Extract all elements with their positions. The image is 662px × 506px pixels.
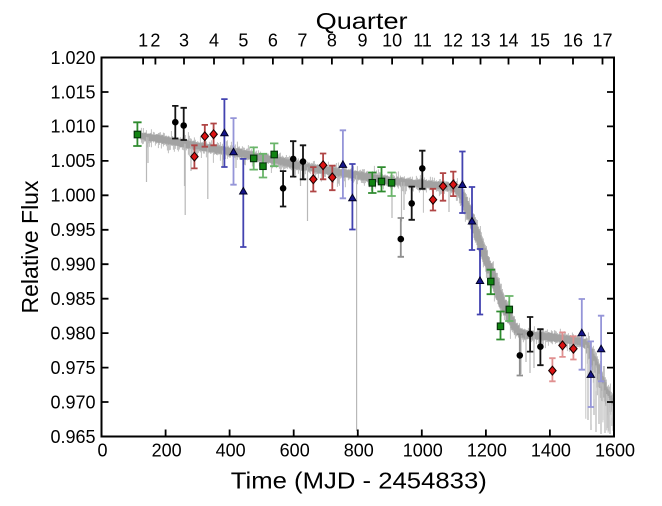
svg-text:5: 5 [238, 31, 248, 51]
svg-text:2: 2 [150, 31, 160, 51]
svg-text:1.010: 1.010 [50, 117, 95, 137]
svg-text:200: 200 [152, 441, 182, 461]
svg-text:Quarter: Quarter [316, 8, 408, 34]
svg-text:13: 13 [470, 31, 490, 51]
svg-text:1200: 1200 [467, 441, 507, 461]
svg-text:0.990: 0.990 [50, 255, 95, 275]
svg-text:800: 800 [344, 441, 374, 461]
svg-text:9: 9 [357, 31, 367, 51]
svg-text:0.970: 0.970 [50, 392, 95, 412]
svg-text:1.000: 1.000 [50, 186, 95, 206]
svg-text:1.015: 1.015 [50, 82, 95, 102]
svg-text:8: 8 [327, 31, 337, 51]
svg-text:1.005: 1.005 [50, 151, 95, 171]
svg-text:600: 600 [280, 441, 310, 461]
svg-text:0.980: 0.980 [50, 323, 95, 343]
svg-text:Time (MJD - 2454833): Time (MJD - 2454833) [231, 468, 487, 494]
svg-text:1600: 1600 [595, 441, 635, 461]
svg-text:1000: 1000 [403, 441, 443, 461]
svg-text:0.985: 0.985 [50, 289, 95, 309]
svg-text:14: 14 [498, 31, 518, 51]
svg-text:Relative Flux: Relative Flux [17, 180, 43, 313]
svg-text:400: 400 [216, 441, 246, 461]
svg-text:12: 12 [443, 31, 463, 51]
svg-text:3: 3 [179, 31, 189, 51]
svg-text:15: 15 [530, 31, 550, 51]
svg-text:0.975: 0.975 [50, 358, 95, 378]
svg-text:0.995: 0.995 [50, 220, 95, 240]
svg-text:11: 11 [413, 31, 432, 51]
svg-text:4: 4 [209, 31, 219, 51]
svg-text:1: 1 [138, 31, 148, 51]
svg-text:0.965: 0.965 [50, 427, 95, 447]
svg-text:6: 6 [268, 31, 278, 51]
svg-text:16: 16 [563, 31, 583, 51]
svg-text:17: 17 [592, 31, 612, 51]
svg-text:1400: 1400 [531, 441, 571, 461]
svg-text:1.020: 1.020 [50, 48, 95, 68]
svg-text:10: 10 [382, 31, 402, 51]
svg-text:7: 7 [297, 31, 307, 51]
svg-text:0: 0 [97, 441, 107, 461]
